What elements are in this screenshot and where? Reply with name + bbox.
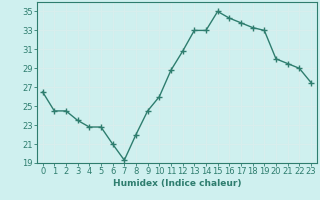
X-axis label: Humidex (Indice chaleur): Humidex (Indice chaleur) xyxy=(113,179,241,188)
